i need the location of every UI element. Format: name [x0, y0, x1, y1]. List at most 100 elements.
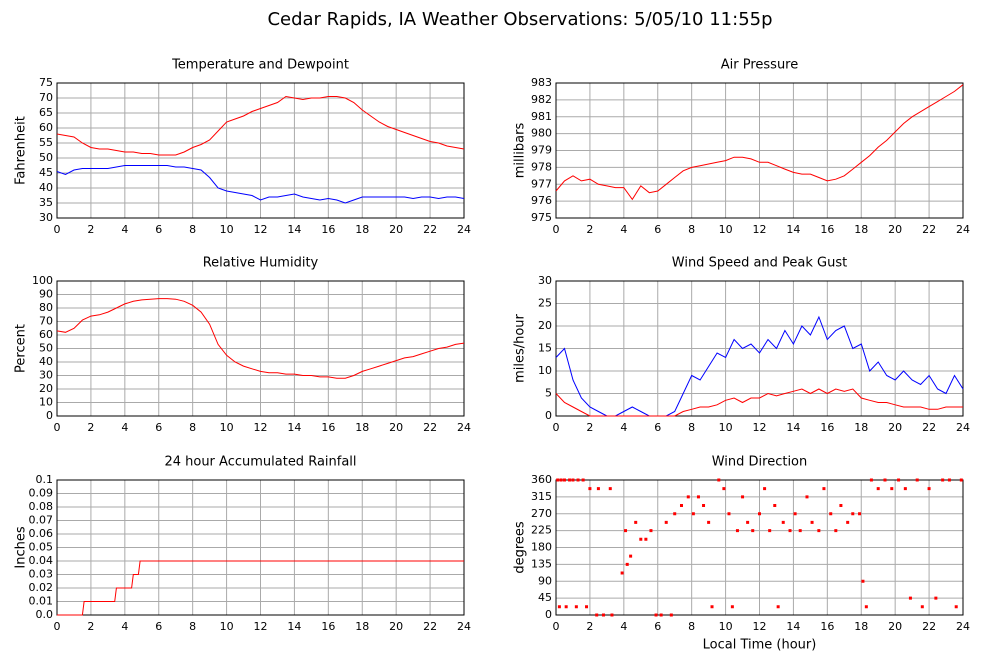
x-tick-label: 14	[287, 421, 301, 434]
y-tick-label: 20	[39, 382, 53, 395]
y-tick-label: 0.06	[29, 527, 54, 540]
data-point	[959, 478, 963, 482]
data-point	[588, 487, 592, 491]
x-tick-label: 18	[355, 223, 369, 236]
x-tick-label: 4	[121, 223, 128, 236]
x-tick-label: 6	[155, 421, 162, 434]
data-point	[596, 487, 600, 491]
plot-frame	[56, 280, 465, 417]
x-tick-label: 24	[457, 620, 471, 633]
x-tick-label: 18	[854, 421, 868, 434]
y-tick-label: 225	[531, 524, 552, 537]
x-tick-label: 14	[786, 620, 800, 633]
x-tick-label: 12	[254, 223, 268, 236]
y-tick-label: 0	[545, 608, 552, 621]
data-point	[730, 605, 734, 609]
y-tick-label: 60	[39, 121, 53, 134]
data-point	[568, 478, 572, 482]
x-tick-label: 8	[688, 421, 695, 434]
y-tick-label: 55	[39, 136, 53, 149]
data-point	[793, 512, 797, 516]
data-point	[829, 512, 833, 516]
data-point	[810, 520, 814, 524]
y-tick-label: 0.01	[29, 595, 54, 608]
data-point	[707, 520, 711, 524]
x-tick-label: 4	[121, 620, 128, 633]
x-tick-label: 8	[688, 620, 695, 633]
data-point	[817, 529, 821, 533]
y-axis-label: Percent	[14, 324, 29, 373]
y-axis-label: degrees	[513, 521, 528, 574]
data-point	[908, 596, 912, 600]
data-point	[883, 478, 887, 482]
data-point	[624, 529, 628, 533]
y-tick-label: 315	[531, 490, 552, 503]
data-point	[773, 504, 777, 507]
x-tick-label: 2	[87, 620, 94, 633]
x-tick-label: 18	[854, 223, 868, 236]
data-point	[927, 487, 931, 491]
data-point	[915, 478, 919, 482]
data-point	[610, 613, 614, 617]
data-point	[625, 562, 629, 566]
data-point	[608, 487, 612, 491]
data-point	[644, 537, 648, 541]
data-point	[805, 495, 809, 499]
x-tick-label: 4	[620, 223, 627, 236]
x-tick-label: 2	[586, 421, 593, 434]
x-tick-label: 6	[155, 223, 162, 236]
x-tick-label: 0	[54, 223, 61, 236]
y-tick-label: 60	[39, 328, 53, 341]
x-tick-label: 22	[922, 421, 936, 434]
y-axis-label: miles/hour	[513, 313, 528, 382]
data-point	[861, 579, 865, 583]
data-point	[601, 613, 605, 617]
data-point	[947, 478, 951, 482]
data-point	[876, 487, 880, 491]
data-point	[864, 605, 868, 609]
y-tick-label: 0.1	[36, 473, 54, 486]
x-tick-label: 10	[220, 223, 234, 236]
y-tick-label: 25	[538, 297, 552, 310]
data-line	[57, 560, 464, 616]
y-tick-label: 30	[538, 274, 552, 287]
x-tick-label: 18	[355, 421, 369, 434]
data-point	[559, 478, 563, 482]
data-point	[659, 613, 663, 617]
y-tick-label: 50	[39, 151, 53, 164]
chart-title: Wind Direction	[712, 455, 808, 470]
y-axis-label: millibars	[513, 123, 528, 179]
data-line	[555, 315, 964, 417]
data-point	[768, 529, 772, 533]
x-tick-label: 10	[220, 620, 234, 633]
x-tick-label: 10	[719, 620, 733, 633]
data-point	[564, 605, 568, 609]
y-tick-label: 65	[39, 106, 53, 119]
y-tick-label: 15	[538, 342, 552, 355]
x-tick-label: 24	[956, 620, 970, 633]
data-point	[920, 605, 924, 609]
x-tick-label: 6	[654, 620, 661, 633]
data-point	[903, 487, 907, 491]
x-tick-label: 20	[389, 223, 403, 236]
data-point	[673, 512, 677, 516]
y-tick-label: 0.03	[29, 568, 54, 581]
data-line	[56, 95, 465, 156]
data-point	[556, 478, 560, 482]
data-line	[56, 165, 465, 204]
y-tick-label: 10	[39, 396, 53, 409]
x-tick-label: 12	[254, 421, 268, 434]
x-tick-label: 22	[922, 223, 936, 236]
data-point	[851, 512, 855, 516]
data-point	[934, 596, 938, 600]
data-point	[751, 529, 755, 533]
y-tick-label: 980	[531, 127, 552, 140]
x-tick-label: 16	[321, 223, 335, 236]
plot-frame	[56, 479, 465, 616]
y-axis-label: Inches	[14, 526, 29, 568]
data-point	[822, 487, 826, 491]
y-tick-label: 70	[39, 315, 53, 328]
